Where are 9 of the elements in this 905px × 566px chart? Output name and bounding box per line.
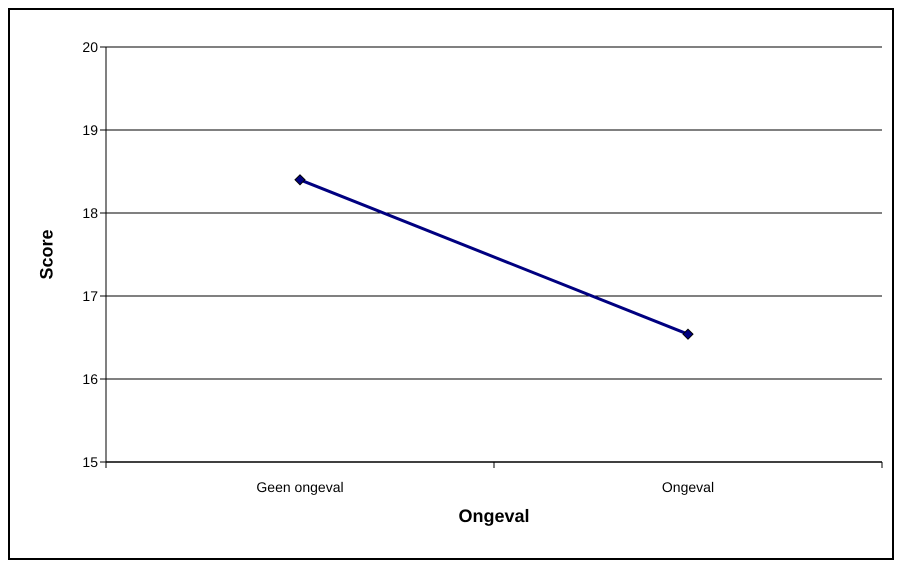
x-axis-title: Ongeval — [458, 506, 530, 526]
y-tick-label: 20 — [82, 38, 98, 55]
y-tick-label: 18 — [82, 204, 98, 221]
x-tick-label: Geen ongeval — [256, 479, 344, 495]
y-tick-label: 17 — [82, 288, 98, 304]
y-tick-label: 16 — [82, 370, 98, 387]
y-tick-label: 19 — [82, 122, 98, 138]
y-axis-title: Score — [36, 229, 56, 280]
y-tick-label: 15 — [82, 454, 98, 470]
